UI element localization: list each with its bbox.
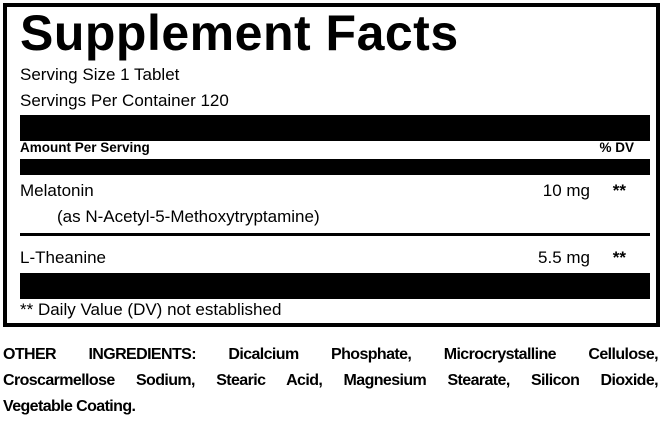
thick-divider bbox=[20, 115, 650, 141]
medium-divider bbox=[20, 159, 650, 175]
nutrient-amount: 5.5 mg bbox=[538, 248, 590, 267]
nutrient-amount: 10 mg bbox=[542, 181, 590, 200]
other-ingredients-line: Croscarmellose Sodium, Stearic Acid, Mag… bbox=[3, 372, 659, 389]
nutrient-dv: ** bbox=[612, 181, 626, 200]
thick-divider bbox=[20, 273, 650, 299]
supplement-facts-panel: Supplement Facts Serving Size 1 Tablet S… bbox=[3, 3, 660, 327]
servings-per-container: Servings Per Container 120 bbox=[20, 91, 229, 110]
dv-header: % DV bbox=[599, 140, 634, 155]
serving-size: Serving Size 1 Tablet bbox=[20, 65, 180, 84]
other-ingredients-line: Vegetable Coating. bbox=[3, 398, 136, 415]
other-ingredients-line: OTHER INGREDIENTS: Dicalcium Phosphate, … bbox=[3, 346, 659, 363]
thin-divider bbox=[20, 233, 650, 236]
footnote: ** Daily Value (DV) not established bbox=[20, 300, 282, 319]
nutrient-name: L-Theanine bbox=[20, 248, 107, 267]
amount-per-serving-header: Amount Per Serving bbox=[20, 140, 150, 155]
nutrient-name: Melatonin bbox=[20, 181, 94, 200]
panel-title: Supplement Facts bbox=[20, 5, 459, 61]
other-ingredients: OTHER INGREDIENTS: Dicalcium Phosphate, … bbox=[3, 346, 659, 424]
nutrient-source: (as N-Acetyl-5-Methoxytryptamine) bbox=[57, 207, 320, 226]
nutrient-dv: ** bbox=[612, 248, 626, 267]
